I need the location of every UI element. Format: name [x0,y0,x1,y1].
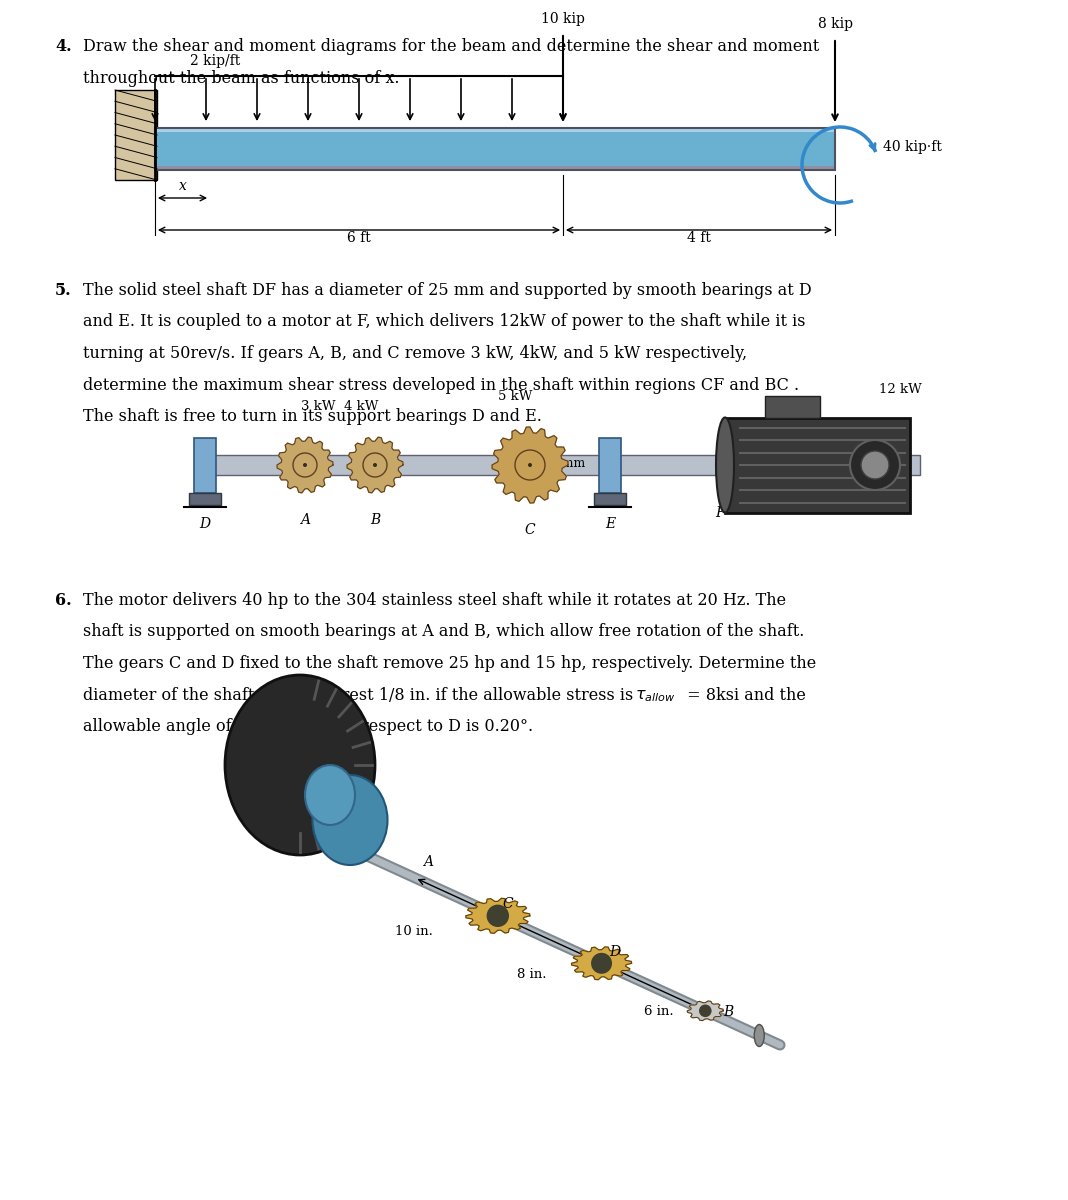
Polygon shape [571,947,631,979]
Ellipse shape [754,1025,765,1046]
Text: determine the maximum shear stress developed in the shaft within regions CF and : determine the maximum shear stress devel… [83,377,799,394]
Polygon shape [466,899,530,934]
Text: 5.: 5. [54,282,72,299]
Text: diameter of the shaft to the nearest 1/8 in. if the allowable stress is: diameter of the shaft to the nearest 1/8… [83,686,639,703]
Text: B: B [723,1004,734,1019]
Text: 2 kip/ft: 2 kip/ft [190,54,240,68]
Text: Draw the shear and moment diagrams for the beam and determine the shear and mome: Draw the shear and moment diagrams for t… [83,38,819,55]
Text: The solid steel shaft DF has a diameter of 25 mm and supported by smooth bearing: The solid steel shaft DF has a diameter … [83,282,812,299]
Bar [765,396,820,418]
Text: 10 in.: 10 in. [395,925,434,938]
Circle shape [303,463,307,467]
Text: The motor delivers 40 hp to the 304 stainless steel shaft while it rotates at 20: The motor delivers 40 hp to the 304 stai… [83,592,786,608]
Bar [155,128,835,132]
Polygon shape [277,437,333,493]
Text: 6 ft: 6 ft [347,230,371,245]
Text: E: E [604,516,615,530]
Text: x: x [178,179,187,193]
Text: C: C [503,896,514,911]
Ellipse shape [305,766,355,826]
Ellipse shape [225,674,375,854]
Circle shape [698,1004,711,1018]
Text: 40 kip·ft: 40 kip·ft [883,140,942,154]
Circle shape [293,452,317,476]
Text: allowable angle of twist of C with respect to D is 0.20°.: allowable angle of twist of C with respe… [83,718,533,734]
Text: 8 in.: 8 in. [517,967,547,980]
Bar [155,128,835,170]
Text: $\tau_{allow}$: $\tau_{allow}$ [635,686,676,703]
Text: A: A [423,854,433,869]
Text: 25 mm: 25 mm [541,456,585,469]
Text: C: C [524,523,535,538]
Circle shape [515,450,545,480]
Circle shape [373,463,377,467]
Text: 12 kW: 12 kW [879,383,922,396]
Text: 3 kW  4 kW: 3 kW 4 kW [301,400,379,413]
Bar [115,90,157,180]
Text: and E. It is coupled to a motor at F, which delivers 12kW of power to the shaft : and E. It is coupled to a motor at F, wh… [83,313,805,330]
Bar [200,455,920,475]
Text: B: B [370,514,380,527]
Text: D: D [610,946,621,959]
Polygon shape [688,1001,723,1020]
Text: 6.: 6. [54,592,72,608]
Text: 10 kip: 10 kip [541,12,585,26]
Text: 4.: 4. [54,38,72,55]
Text: The gears C and D fixed to the shaft remove 25 hp and 15 hp, respectively. Deter: The gears C and D fixed to the shaft rem… [83,655,816,672]
Polygon shape [347,437,403,493]
Bar [594,492,626,504]
Bar [155,132,835,166]
Bar [725,418,910,512]
Text: D: D [200,516,210,530]
Bar [599,438,621,492]
Text: 5 kW: 5 kW [498,390,532,403]
Text: shaft is supported on smooth bearings at A and B, which allow free rotation of t: shaft is supported on smooth bearings at… [83,624,804,641]
Text: 4 ft: 4 ft [687,230,711,245]
Text: The shaft is free to turn in its support bearings D and E.: The shaft is free to turn in its support… [83,408,541,425]
Text: A: A [300,514,310,527]
Circle shape [850,440,900,490]
Text: 6 in.: 6 in. [644,1006,673,1018]
Bar [155,166,835,170]
Circle shape [487,905,509,926]
Polygon shape [492,427,568,503]
Circle shape [591,953,612,974]
Text: = 8ksi and the: = 8ksi and the [682,686,806,703]
Ellipse shape [313,775,388,865]
Text: turning at 50rev/s. If gears A, B, and C remove 3 kW, 4kW, and 5 kW respectively: turning at 50rev/s. If gears A, B, and C… [83,346,748,362]
Bar [189,492,221,504]
Bar [194,438,216,492]
Circle shape [528,463,532,467]
Circle shape [363,452,387,476]
Text: 8 kip: 8 kip [817,17,852,31]
Ellipse shape [716,418,734,512]
Text: F: F [716,506,725,520]
Circle shape [861,451,889,479]
Text: throughout the beam as functions of x.: throughout the beam as functions of x. [83,70,399,86]
